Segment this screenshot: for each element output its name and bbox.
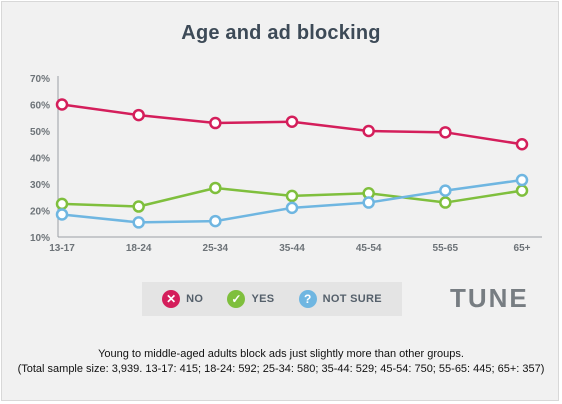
x-tick-label: 55-65 (433, 243, 459, 254)
y-tick-label: 40% (30, 154, 50, 165)
data-point-no (209, 116, 222, 130)
caption-line-2: (Total sample size: 3,939. 13-17: 415; 1… (17, 363, 545, 375)
data-point-no (55, 98, 69, 111)
question-circle-icon: ? (298, 290, 317, 308)
legend-label-no: NO (186, 293, 204, 305)
x-circle-icon: ✕ (162, 290, 181, 308)
chart-caption: Young to middle-aged adults block ads ju… (2, 347, 560, 377)
caption-line-1: Young to middle-aged adults block ads ju… (98, 348, 464, 360)
y-tick-label: 20% (30, 207, 50, 218)
y-tick-label: 50% (30, 127, 50, 138)
data-point-not-sure (439, 184, 452, 197)
data-point-no (362, 124, 375, 138)
y-tick-label: 60% (30, 101, 50, 112)
x-tick-label: 13-17 (49, 243, 75, 254)
legend-label-not-sure: NOT SURE (322, 293, 382, 305)
data-point-yes (55, 197, 69, 211)
x-tick-label: 45-54 (356, 243, 382, 254)
y-tick-label: 70% (30, 74, 50, 85)
data-point-yes (515, 184, 529, 197)
data-point-not-sure (132, 216, 145, 229)
data-point-no (515, 138, 529, 151)
data-point-yes (285, 189, 299, 203)
x-tick-label: 35-44 (279, 243, 305, 254)
data-point-yes (439, 196, 452, 209)
data-point-yes (132, 200, 145, 213)
series-layer (55, 98, 529, 229)
data-point-not-sure (55, 208, 69, 221)
tune-logo: TUNE (450, 283, 529, 313)
x-tick-label: 65+ (514, 243, 531, 254)
data-point-not-sure (285, 201, 299, 215)
y-tick-label: 10% (30, 233, 50, 244)
y-tick-label: 30% (30, 180, 50, 191)
legend-item-no: ✕ NO (162, 290, 203, 308)
chart-title: Age and ad blocking (181, 22, 381, 44)
legend: ✕ NO ✓ YES ? NOT SURE (142, 282, 402, 316)
data-point-not-sure (362, 196, 375, 209)
y-axis-ticks: 70% 60% 50% 40% 30% 20% 10% (30, 74, 50, 244)
data-point-no (439, 126, 452, 139)
x-tick-label: 25-34 (203, 243, 229, 254)
data-point-not-sure (515, 173, 529, 187)
legend-label-yes: YES (251, 293, 275, 305)
data-point-not-sure (209, 214, 222, 228)
data-point-yes (209, 181, 222, 195)
line-chart: 70% 60% 50% 40% 30% 20% 10% 13-17 18-24 25-34 35-… (30, 74, 542, 254)
x-tick-label: 18-24 (126, 243, 152, 254)
data-point-no (285, 115, 299, 128)
data-point-no (132, 108, 145, 122)
check-circle-icon: ✓ (227, 290, 246, 308)
legend-item-not-sure: ? NOT SURE (298, 290, 382, 308)
legend-item-yes: ✓ YES (227, 290, 274, 308)
x-axis-ticks: 13-17 18-24 25-34 35-44 45-54 55-65 65+ (49, 243, 530, 254)
